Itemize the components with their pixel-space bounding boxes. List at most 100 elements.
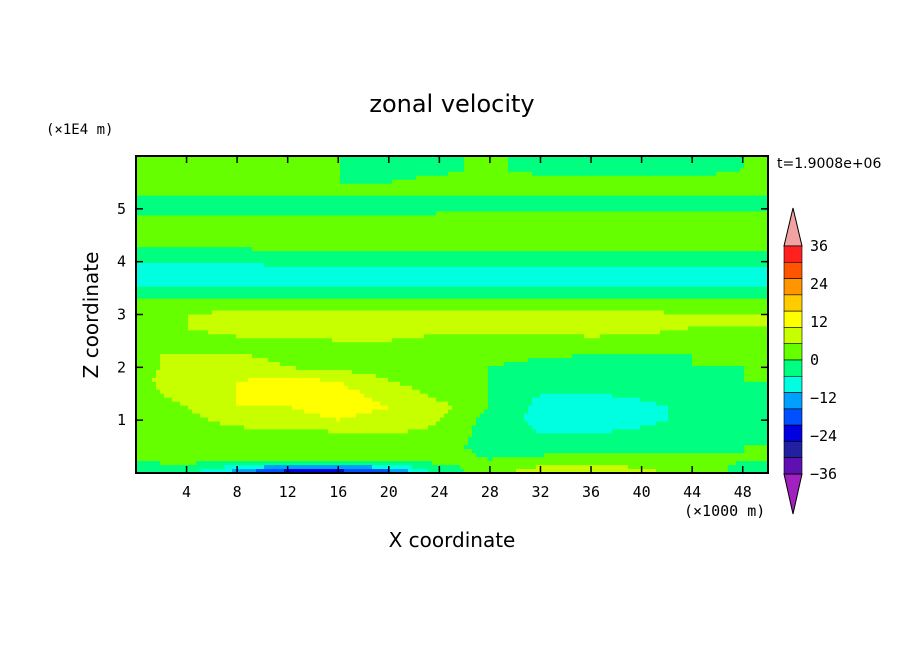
contour-cell — [396, 235, 401, 240]
contour-cell — [748, 159, 753, 165]
contour-cell — [512, 199, 517, 205]
contour-cell — [464, 235, 469, 240]
contour-cell — [628, 195, 633, 201]
contour-cell — [336, 255, 341, 260]
contour-cell — [168, 243, 173, 248]
contour-cell — [420, 179, 425, 185]
contour-cell — [428, 215, 433, 220]
contour-cell — [628, 171, 633, 177]
contour-cell — [164, 219, 169, 224]
contour-cell — [524, 262, 529, 268]
contour-cell — [416, 239, 421, 244]
contour-cell — [348, 239, 353, 244]
contour-cell — [440, 195, 445, 201]
contour-cell — [520, 219, 525, 224]
contour-cell — [228, 167, 233, 173]
contour-cell — [568, 262, 573, 268]
contour-cell — [308, 215, 313, 220]
contour-cell — [220, 235, 225, 240]
contour-cell — [360, 171, 365, 177]
contour-cell — [476, 179, 481, 185]
contour-cell — [268, 266, 273, 272]
contour-cell — [328, 255, 333, 260]
contour-cell — [436, 195, 441, 201]
contour-cell — [236, 187, 241, 193]
contour-cell — [508, 219, 513, 224]
contour-cell — [560, 223, 565, 228]
contour-cell — [480, 262, 485, 268]
contour-cell — [376, 274, 381, 280]
contour-cell — [528, 247, 533, 252]
contour-cell — [720, 203, 725, 209]
contour-cell — [476, 231, 481, 236]
contour-cell — [672, 179, 677, 185]
contour-cell — [296, 235, 301, 240]
contour-cell — [628, 251, 633, 256]
contour-cell — [496, 171, 501, 177]
contour-cell — [572, 175, 577, 181]
contour-cell — [336, 243, 341, 248]
contour-cell — [740, 183, 745, 189]
contour-cell — [676, 211, 681, 217]
contour-cell — [532, 235, 537, 240]
contour-cell — [216, 207, 221, 213]
contour-cell — [492, 219, 497, 224]
contour-cell — [656, 175, 661, 181]
contour-cell — [588, 270, 593, 276]
contour-cell — [464, 278, 469, 284]
contour-cell — [284, 191, 289, 197]
contour-cell — [316, 167, 321, 173]
contour-cell — [256, 203, 261, 209]
contour-cell — [456, 163, 461, 169]
contour-cell — [500, 262, 505, 268]
contour-cell — [672, 247, 677, 252]
contour-cell — [552, 239, 557, 244]
contour-cell — [764, 251, 768, 256]
contour-cell — [624, 239, 629, 244]
contour-cell — [492, 235, 497, 240]
contour-cell — [520, 251, 525, 256]
contour-cell — [664, 211, 669, 217]
contour-cell — [464, 219, 469, 224]
contour-cell — [644, 199, 649, 205]
contour-cell — [544, 219, 549, 224]
contour-cell — [316, 247, 321, 252]
contour-cell — [696, 262, 701, 268]
contour-cell — [376, 255, 381, 260]
contour-cell — [348, 223, 353, 228]
contour-cell — [756, 207, 761, 213]
contour-cell — [360, 235, 365, 240]
contour-cell — [244, 274, 249, 280]
contour-cell — [536, 247, 541, 252]
contour-cell — [676, 159, 681, 165]
contour-cell — [284, 235, 289, 240]
contour-cell — [352, 270, 357, 276]
contour-cell — [500, 156, 505, 161]
contour-cell — [592, 159, 597, 165]
contour-cell — [232, 231, 237, 236]
contour-cell — [196, 195, 201, 201]
contour-cell — [588, 215, 593, 220]
contour-cell — [332, 211, 337, 217]
contour-cell — [196, 207, 201, 213]
contour-cell — [504, 227, 509, 232]
contour-cell — [336, 167, 341, 173]
contour-cell — [200, 203, 205, 209]
contour-cell — [440, 159, 445, 165]
contour-cell — [688, 156, 693, 161]
contour-cell — [660, 274, 665, 280]
contour-cell — [256, 167, 261, 173]
contour-cell — [680, 266, 685, 272]
contour-cell — [420, 203, 425, 209]
contour-cell — [164, 227, 169, 232]
contour-cell — [596, 156, 601, 161]
contour-cell — [368, 219, 373, 224]
contour-cell — [460, 156, 465, 161]
contour-cell — [136, 191, 141, 197]
contour-cell — [436, 219, 441, 224]
contour-cell — [400, 156, 405, 161]
contour-cell — [404, 207, 409, 213]
contour-cell — [252, 223, 257, 228]
contour-cell — [304, 163, 309, 169]
contour-cell — [472, 255, 477, 260]
